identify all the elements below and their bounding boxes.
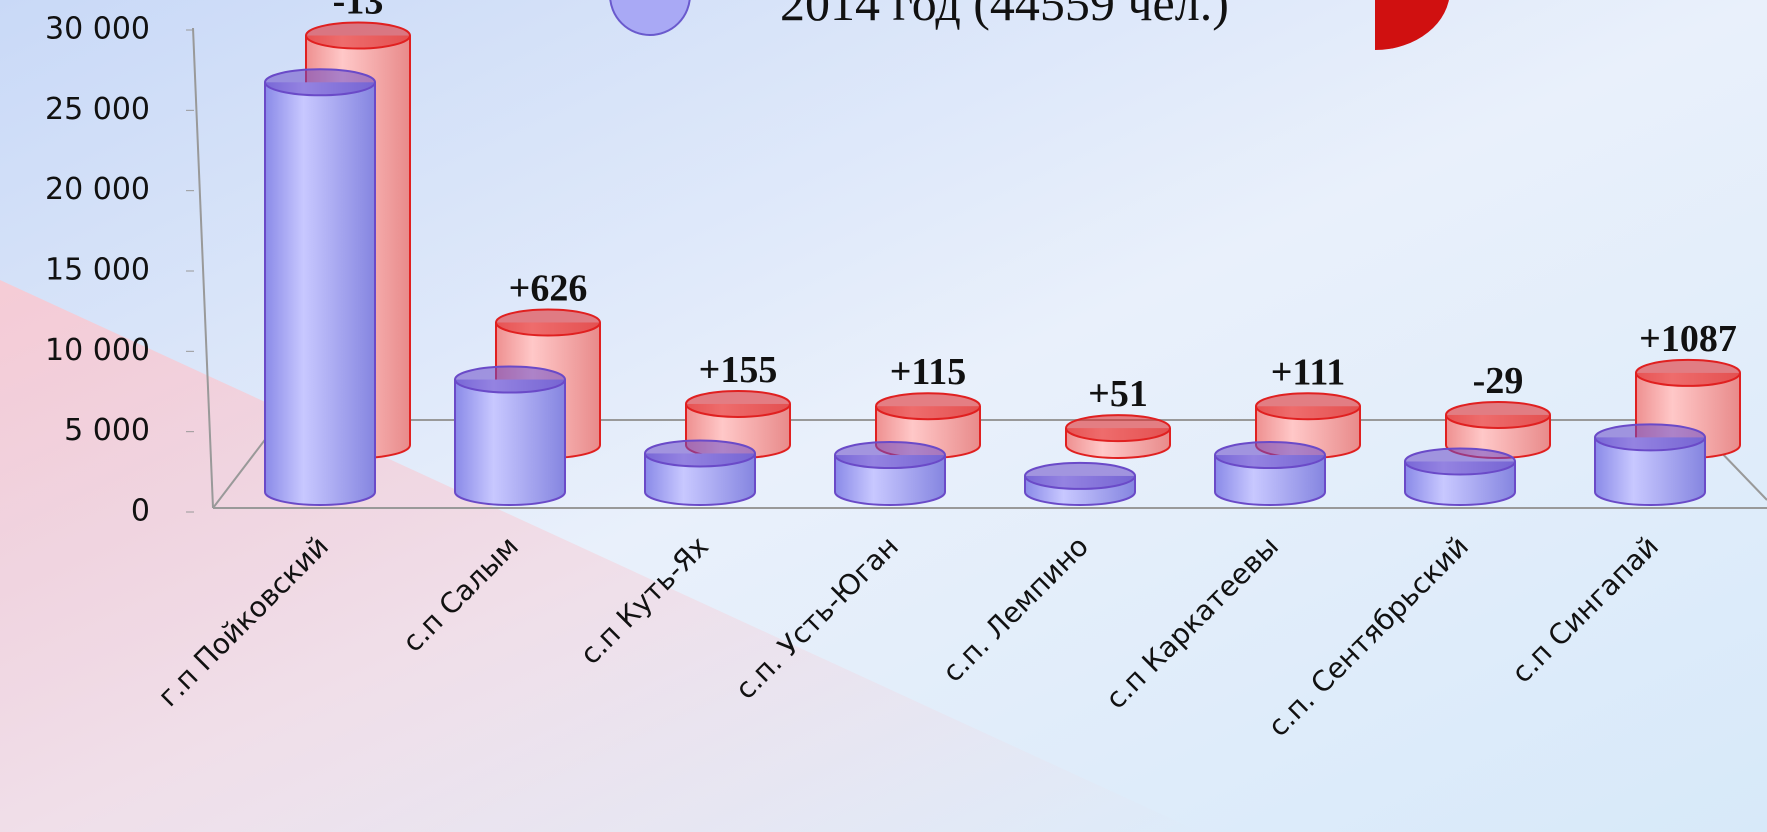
cylinder-top (1594, 423, 1706, 452)
cylinder-top (1635, 358, 1741, 387)
y-tick-label: 25 000 (45, 92, 150, 127)
cylinder (834, 441, 946, 506)
annotation: -29 (1473, 360, 1524, 402)
annotation: +115 (890, 351, 967, 393)
legend-label: 2014 год (44559 чел.) (780, 0, 1229, 31)
cylinder-top (1445, 400, 1551, 429)
y-tick-label: 30 000 (45, 12, 150, 47)
legend-swatch (609, 0, 691, 36)
cylinder (1024, 461, 1136, 506)
cylinder-top (1024, 461, 1136, 490)
cylinder (1594, 423, 1706, 506)
cylinder-top (875, 392, 981, 421)
annotation: +155 (699, 349, 778, 391)
cylinder-top (644, 439, 756, 468)
cylinder (1214, 441, 1326, 506)
cylinder (685, 389, 791, 459)
y-tick-label: 20 000 (45, 172, 150, 207)
annotation: +1087 (1639, 318, 1737, 360)
cylinder-top (1404, 447, 1516, 476)
y-tick-label: 5 000 (64, 413, 150, 448)
cylinder-top (1065, 414, 1171, 443)
y-tick-label: 0 (131, 494, 150, 529)
cylinder-top (264, 68, 376, 97)
y-tick-label: 15 000 (45, 253, 150, 288)
cylinder-top (1255, 392, 1361, 421)
annotation: +111 (1271, 351, 1345, 393)
annotation: -13 (333, 0, 384, 23)
annotation: +626 (509, 267, 588, 309)
cylinder-top (834, 441, 946, 470)
cylinder (1065, 414, 1171, 459)
cylinder-top (454, 365, 566, 394)
cylinder (264, 68, 376, 506)
cylinder-top (495, 308, 601, 337)
annotation: +51 (1088, 373, 1148, 415)
cylinder (644, 439, 756, 506)
cylinder-top (685, 389, 791, 418)
bar (265, 82, 375, 493)
y-tick-label: 10 000 (45, 333, 150, 368)
legend-swatch (1375, 0, 1449, 50)
cylinder-top (1214, 441, 1326, 470)
bar (455, 379, 565, 492)
cylinder (454, 365, 566, 506)
cylinder (1404, 447, 1516, 506)
cylinder-top (305, 21, 411, 50)
